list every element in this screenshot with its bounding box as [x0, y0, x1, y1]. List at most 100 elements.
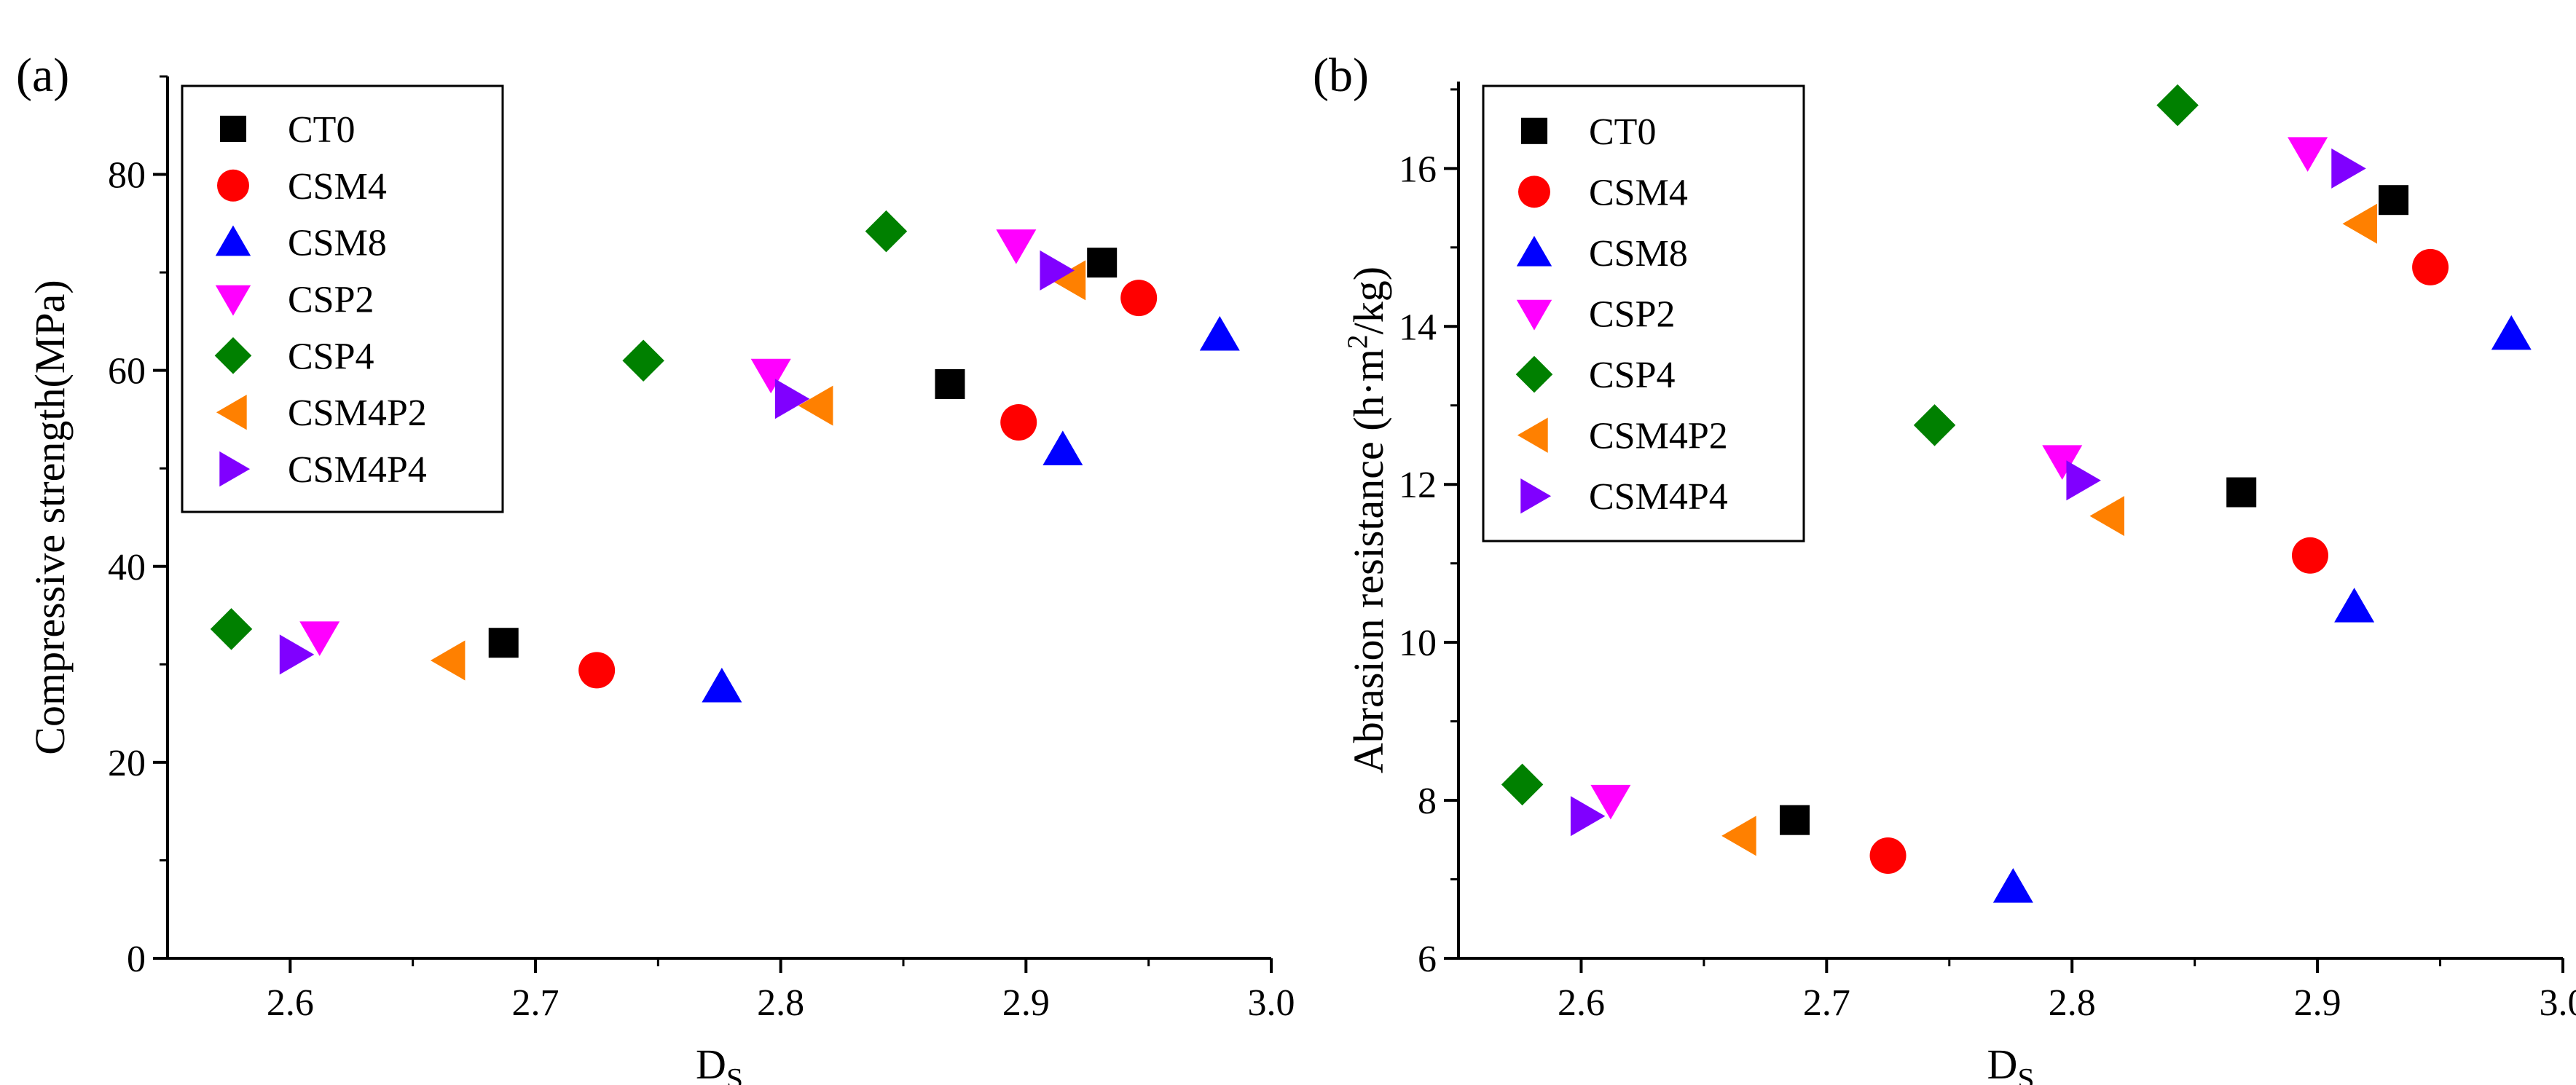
series-csm4	[578, 280, 1158, 689]
y-tick-label: 10	[1399, 623, 1437, 664]
legend-marker-csp4	[214, 337, 252, 374]
data-point-csm8	[2491, 315, 2532, 350]
legend-label: CSP2	[288, 280, 374, 321]
y-tick-label: 20	[108, 743, 146, 784]
panel-label: (b)	[1313, 49, 1369, 102]
data-point-csp2	[2042, 445, 2083, 480]
series-csm4p4	[279, 250, 1075, 675]
legend-marker-ct0	[1520, 117, 1548, 144]
legend-marker-csm4	[217, 169, 249, 202]
legend-label: CT0	[288, 109, 355, 151]
y-tick-label: 0	[127, 939, 146, 980]
x-axis-label: DS	[1987, 1041, 2034, 1085]
data-point-csm8	[1992, 868, 2033, 903]
legend-item-csm8: CSM8	[1516, 233, 1688, 275]
data-point-ct0	[1780, 805, 1810, 835]
data-point-ct0	[935, 369, 965, 400]
legend-item-csp4: CSP4	[1515, 355, 1676, 396]
legend-marker-csm4	[1518, 175, 1550, 208]
data-point-csp4	[210, 608, 253, 650]
x-axis-label-sub: S	[2017, 1062, 2034, 1085]
legend-item-csp2: CSP2	[1516, 294, 1676, 336]
data-point-csp2	[996, 229, 1037, 264]
legend-item-csm4: CSM4	[1518, 172, 1688, 213]
legend-label: CSP4	[288, 336, 374, 377]
data-point-csm4p2	[2342, 203, 2378, 244]
data-point-csp2	[1590, 784, 1631, 820]
data-point-csp4	[1913, 404, 1956, 446]
x-tick-label: 3.0	[2540, 982, 2576, 1024]
data-point-csp2	[750, 358, 791, 394]
data-point-csm4p4	[774, 379, 810, 419]
legend-item-csm4p4: CSM4P4	[219, 449, 427, 491]
legend-label: CSM4P2	[1589, 416, 1728, 457]
series-csm4p4	[1570, 148, 2366, 837]
y-axis-label: Abrasion resistance (h·m2/kg)	[1341, 267, 1392, 773]
x-tick-label: 2.9	[2294, 982, 2341, 1024]
data-point-csm4	[1869, 837, 1907, 874]
data-point-csm4	[2412, 248, 2449, 285]
data-point-ct0	[2226, 477, 2257, 508]
series-csm4p2	[430, 260, 1086, 681]
y-axis-label-tail: /kg)	[1345, 267, 1392, 334]
data-point-csm4p4	[1040, 250, 1075, 291]
y-axis-label: Compressive strength(MPa)	[26, 280, 74, 754]
legend-marker-ct0	[219, 115, 247, 142]
legend-label: CSP2	[1589, 294, 1676, 336]
y-axis-label-main: Abrasion resistance (h·m	[1345, 349, 1392, 773]
x-tick-label: 2.7	[1803, 982, 1850, 1024]
data-point-ct0	[2379, 185, 2409, 216]
y-axis-label-sup: 2	[1341, 334, 1373, 349]
data-point-ct0	[1087, 248, 1118, 278]
data-point-csm4	[1000, 403, 1037, 441]
x-axis-label-main: D	[1987, 1041, 2017, 1085]
legend-item-csp4: CSP4	[214, 336, 374, 377]
series-csm8	[1992, 315, 2532, 903]
x-tick-label: 2.6	[267, 982, 314, 1024]
legend-marker-csp2	[215, 285, 251, 316]
y-tick-label: 40	[108, 547, 146, 588]
legend-label: CSM4P2	[288, 392, 427, 434]
y-tick-label: 12	[1399, 465, 1437, 506]
legend: CT0 CSM4 CSM8 CSP2 CSP4 CSM4P2 CSM4P4	[181, 84, 504, 513]
data-point-csp4	[1501, 763, 1544, 806]
legend-marker-csm4p2	[216, 395, 247, 430]
series-ct0	[488, 248, 1118, 658]
series-csm4	[1869, 248, 2449, 874]
panel-label: (a)	[16, 49, 69, 102]
y-tick-label: 6	[1418, 939, 1437, 980]
x-axis-label: DS	[696, 1041, 743, 1085]
data-point-csm4p4	[279, 634, 315, 675]
data-point-csm4p2	[2089, 496, 2125, 537]
data-point-csm4p4	[2066, 460, 2101, 501]
y-tick-label: 8	[1418, 781, 1437, 822]
y-tick-label: 80	[108, 155, 146, 197]
x-tick-label: 2.8	[757, 982, 804, 1024]
legend-label: CSM4P4	[288, 449, 427, 491]
data-point-csm8	[1042, 430, 1083, 465]
legend-label: CSM4	[288, 166, 387, 208]
chart-panel-a: 2.6 2.7 2.8 2.9 3.0 0 20 40 60 80 (a) DS Compressive…	[16, 49, 1295, 1085]
x-axis-label-sub: S	[726, 1062, 743, 1085]
data-point-csm4	[1120, 280, 1158, 317]
legend-label: CT0	[1589, 111, 1656, 153]
chart-panel-b: 2.6 2.7 2.8 2.9 3.0 6 8 10 12 14 16 (b) DS Abrasion r…	[1313, 49, 2576, 1085]
x-tick-label: 2.7	[512, 982, 559, 1024]
legend-label: CSM8	[1589, 233, 1688, 275]
legend: CT0 CSM4 CSM8 CSP2 CSP4 CSM4P2 CSM4P4	[1482, 84, 1805, 542]
y-tick-label: 14	[1399, 307, 1437, 348]
x-tick-label: 2.8	[2049, 982, 2096, 1024]
data-point-ct0	[488, 628, 519, 658]
data-point-csm8	[2334, 588, 2375, 623]
legend-item-csm4: CSM4	[217, 166, 387, 208]
legend-item-ct0: CT0	[219, 109, 355, 151]
y-tick-label: 16	[1399, 149, 1437, 190]
legend-item-csp2: CSP2	[215, 280, 374, 321]
data-point-csm4p2	[1051, 260, 1086, 301]
data-point-csp4	[622, 339, 664, 382]
data-point-csm4	[2292, 537, 2329, 574]
data-point-csp2	[299, 621, 340, 656]
legend-item-csm4p2: CSM4P2	[1517, 416, 1728, 457]
legend-marker-csm4p2	[1517, 417, 1548, 453]
legend-item-csm8: CSM8	[215, 223, 387, 264]
